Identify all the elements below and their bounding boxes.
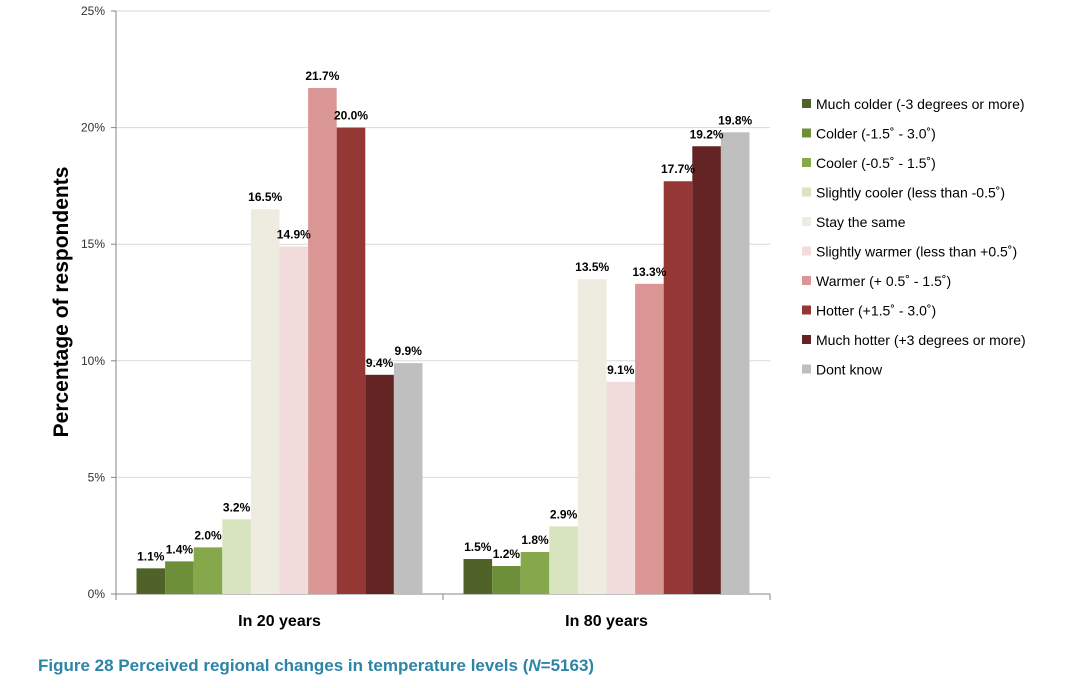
legend-label: Much hotter (+3 degrees or more) [816,332,1026,348]
legend-swatch [802,276,811,285]
legend: Much colder (-3 degrees or more) Colder (… [802,96,1026,378]
caption-suffix: =5163) [540,656,595,675]
data-label: 14.9% [277,228,311,242]
bar [663,181,693,594]
bar [136,568,166,594]
legend-swatch [802,99,811,108]
bar [165,561,194,594]
bar [308,87,337,595]
y-tick-label: 5% [88,470,106,484]
legend-label: Stay the same [816,214,906,230]
y-tick-label: 20% [81,121,105,135]
legend-label: Much colder (-3 degrees or more) [816,96,1025,112]
legend-swatch [802,128,811,138]
data-label: 13.5% [575,260,609,274]
bar [692,146,721,595]
data-label: 1.8% [521,533,549,547]
bar [606,381,636,594]
y-tick-label: 15% [81,237,105,251]
data-label: 1.2% [493,547,521,561]
bar [492,566,521,594]
legend-swatch [802,335,811,344]
figure-caption: Figure 28 Perceived regional changes in … [38,656,594,676]
y-tick-label: 0% [88,587,106,601]
data-label: 9.4% [366,356,394,370]
bars [136,87,750,595]
data-label: 2.0% [194,528,222,542]
legend-label: Slightly warmer (less than +0.5˚) [816,244,1017,260]
caption-n-symbol: N [528,656,541,675]
data-label: 9.1% [607,363,635,377]
bar [393,363,423,594]
data-label: 1.5% [464,540,492,554]
y-tick-label: 10% [81,354,105,368]
data-label: 2.9% [550,507,578,521]
bar [549,526,578,594]
data-label: 19.2% [690,127,724,141]
data-label: 3.2% [223,500,251,514]
legend-swatch [802,364,811,374]
data-label: 9.9% [395,344,423,358]
bar [250,209,280,594]
data-label: 19.8% [718,113,752,127]
x-category-label: In 80 years [565,613,648,630]
bar [577,279,607,594]
legend-label: Dont know [816,362,883,378]
y-tick-label: 25% [81,4,105,18]
x-category-label: In 20 years [238,613,321,630]
legend-swatch [802,217,811,226]
bar [635,283,664,594]
legend-swatch [802,246,811,256]
caption-prefix: Figure 28 Perceived regional changes in … [38,656,529,675]
data-label: 16.5% [248,190,282,204]
data-label: 20.0% [334,109,368,123]
data-labels: 1.1% 1.4%2.0%3.2% 16.5% 14.9% 21.7% 20.0% 9.4%… [137,69,752,563]
bar [365,374,394,594]
data-label: 1.1% [137,549,165,563]
bar [222,519,251,594]
bar [720,132,750,595]
legend-label: Warmer (+ 0.5˚ - 1.5˚) [816,273,951,289]
bar [463,559,493,594]
data-label: 1.4% [166,542,194,556]
legend-swatch [802,158,811,167]
data-label: 21.7% [305,69,339,83]
bar [336,127,366,594]
data-label: 13.3% [632,265,666,279]
legend-label: Colder (-1.5˚ - 3.0˚) [816,126,936,142]
bar [520,552,550,594]
data-label: 17.7% [661,162,695,176]
legend-label: Hotter (+1.5˚ - 3.0˚) [816,303,936,319]
legend-swatch [802,187,811,197]
legend-label: Slightly cooler (less than -0.5˚) [816,185,1005,201]
y-axis-title: Percentage of respondents [50,167,73,438]
bar [193,547,223,594]
legend-swatch [802,305,811,315]
bar [279,246,309,595]
chart: 0% 5% 10% 15% 20% 25% In 20 years In 80 years 1… [50,4,1026,630]
legend-label: Cooler (-0.5˚ - 1.5˚) [816,155,936,171]
